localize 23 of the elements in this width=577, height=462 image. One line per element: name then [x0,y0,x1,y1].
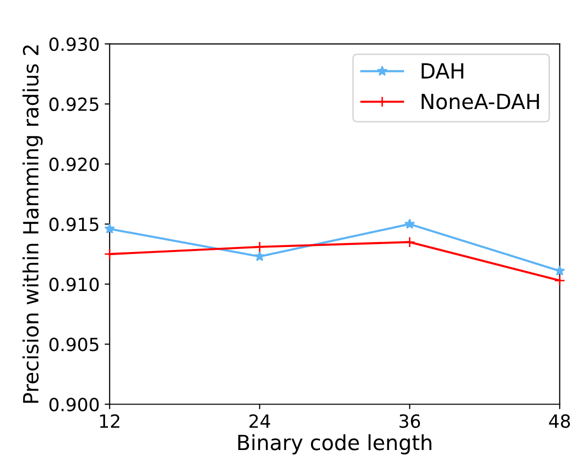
y-tick-label: 0.930 [49,37,99,52]
point [104,248,116,260]
x-tick-label: 12 [100,414,120,428]
y-tick-label: 0.915 [49,218,98,232]
y-tick-label: 0.905 [49,338,98,352]
point [404,236,416,248]
x-tick-label: 48 [549,414,570,428]
y-tick-label: 0.920 [49,157,99,172]
y-tick-label: 0.910 [49,278,99,292]
point [404,218,415,229]
y-tick-label: 0.900 [49,398,99,412]
x-axis-title: Binary code length [238,434,432,454]
x-tick-label: 24 [249,414,270,428]
x-tick-label: 36 [400,414,420,428]
legend-label: NoneA-DAH [422,94,539,110]
point [104,223,115,234]
legend-label: DAH [422,63,464,78]
y-tick-label: 0.925 [49,97,98,112]
point [254,250,265,262]
y-axis-title: Precision within Hamming radius 2 [22,45,43,403]
point [554,265,566,276]
point [554,274,566,286]
point [254,241,266,252]
